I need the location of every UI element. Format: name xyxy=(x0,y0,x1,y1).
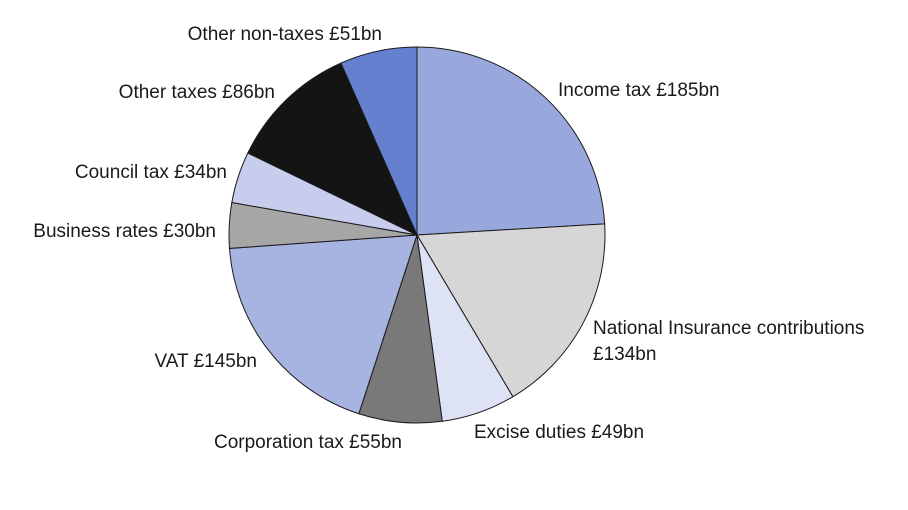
label-corporation-tax: Corporation tax £55bn xyxy=(214,432,402,453)
label-vat: VAT £145bn xyxy=(155,351,257,372)
label-national-insurance: National Insurance contributions xyxy=(593,318,864,339)
label-income-tax: Income tax £185bn xyxy=(558,80,720,101)
pie-slice-4 xyxy=(228,234,418,415)
pie-slice-8 xyxy=(340,46,418,236)
pie-slice-0 xyxy=(416,46,606,236)
pie-slice-7 xyxy=(247,62,419,237)
label-excise-duties: Excise duties £49bn xyxy=(474,422,644,443)
pie-slices xyxy=(228,46,606,424)
label-other-taxes: Other taxes £86bn xyxy=(119,82,275,103)
pie-slice-1 xyxy=(416,223,606,398)
label-council-tax: Council tax £34bn xyxy=(75,162,227,183)
label-national-insurance-value: £134bn xyxy=(593,344,656,365)
label-other-non-taxes: Other non-taxes £51bn xyxy=(188,24,382,45)
label-business-rates: Business rates £30bn xyxy=(33,221,216,242)
